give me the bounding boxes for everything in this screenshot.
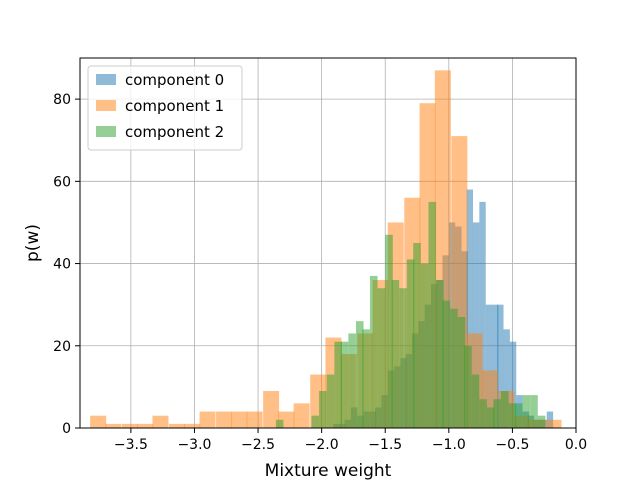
histogram-bar <box>326 374 335 428</box>
histogram-bar <box>348 333 356 428</box>
histogram-bar <box>493 399 501 428</box>
legend-swatch <box>96 126 116 137</box>
histogram-bar <box>293 403 310 428</box>
legend-frame <box>87 65 243 151</box>
legend-label: component 1 <box>125 97 224 115</box>
histogram-bar <box>399 288 407 428</box>
histogram-bar <box>246 411 263 428</box>
histogram-bar <box>486 407 495 428</box>
x-axis-ticks: −3.5 −3.0 −2.5 −2.0 −1.5 −1.0 −0.5 0.0 <box>114 428 587 453</box>
histogram-bars <box>90 70 562 428</box>
histogram-bar <box>355 321 364 428</box>
histogram-bar <box>311 415 320 428</box>
x-tick-label: −2.5 <box>241 437 275 453</box>
histogram-bar <box>428 201 437 428</box>
histogram-bar <box>508 403 517 428</box>
histogram-bar <box>472 222 480 428</box>
y-tick-label: 40 <box>53 257 71 273</box>
histogram-bar <box>385 234 393 428</box>
histogram-bar <box>231 411 248 428</box>
legend-label: component 2 <box>125 123 224 141</box>
legend-swatch <box>96 74 116 85</box>
histogram-bar <box>199 411 216 428</box>
series-2-bars <box>275 201 546 428</box>
x-tick-label: −2.0 <box>305 437 339 453</box>
histogram-bar <box>413 243 421 428</box>
histogram-bar <box>509 341 517 428</box>
histogram-bar <box>420 263 429 428</box>
histogram-bar <box>319 391 327 428</box>
y-axis-label: p(w) <box>23 224 43 262</box>
histogram-bar <box>537 415 546 428</box>
histogram-bar <box>457 317 466 428</box>
x-tick-label: 0.0 <box>565 437 587 453</box>
histogram-bar <box>184 423 201 428</box>
histogram-bar <box>545 419 562 428</box>
histogram-bar <box>442 300 451 428</box>
x-tick-label: −0.5 <box>495 437 529 453</box>
histogram-bar <box>105 423 122 428</box>
legend-swatch <box>96 100 116 111</box>
histogram-bar <box>90 415 107 428</box>
legend-label: component 0 <box>125 71 224 89</box>
y-tick-label: 0 <box>62 421 71 437</box>
histogram-bar <box>471 374 480 428</box>
histogram-bar <box>522 395 531 428</box>
histogram-bar <box>137 423 154 428</box>
histogram-bar <box>216 411 233 428</box>
legend: component 0 component 1 component 2 <box>87 65 243 151</box>
histogram-bar <box>169 423 186 428</box>
histogram-bar <box>485 304 493 428</box>
histogram-bar <box>362 329 370 428</box>
x-tick-label: −1.5 <box>368 437 402 453</box>
histogram-bar <box>530 395 538 428</box>
histogram-bar <box>464 345 472 428</box>
histogram-bar <box>334 341 342 428</box>
x-tick-label: −3.0 <box>177 437 211 453</box>
y-tick-label: 80 <box>53 92 71 108</box>
plot-frame <box>79 57 577 429</box>
histogram-bar <box>340 341 349 428</box>
y-tick-label: 60 <box>53 174 71 190</box>
histogram-bar <box>275 419 284 428</box>
histogram-bar <box>369 275 378 428</box>
histogram-bar <box>497 304 504 428</box>
x-tick-label: −3.5 <box>114 437 148 453</box>
histogram-bar <box>391 280 400 428</box>
histogram-bar <box>503 329 510 428</box>
histogram-bar <box>450 308 458 428</box>
histogram-bar <box>500 391 509 428</box>
histogram-bar <box>514 403 523 428</box>
y-tick-label: 20 <box>53 339 71 355</box>
histogram-bar <box>479 201 486 428</box>
histogram-bar <box>152 415 169 428</box>
histogram-bar <box>377 288 386 428</box>
histogram-bar <box>466 189 474 428</box>
histogram-bar <box>406 259 415 428</box>
histogram-bar <box>492 304 499 428</box>
x-tick-label: −1.0 <box>432 437 466 453</box>
histogram-bar <box>263 391 280 428</box>
histogram-bar <box>121 423 138 428</box>
histogram-bar <box>436 280 444 428</box>
histogram-bar <box>479 399 487 428</box>
y-axis-ticks: 0 20 40 60 80 <box>53 92 80 437</box>
x-axis-label: Mixture weight <box>265 461 392 480</box>
